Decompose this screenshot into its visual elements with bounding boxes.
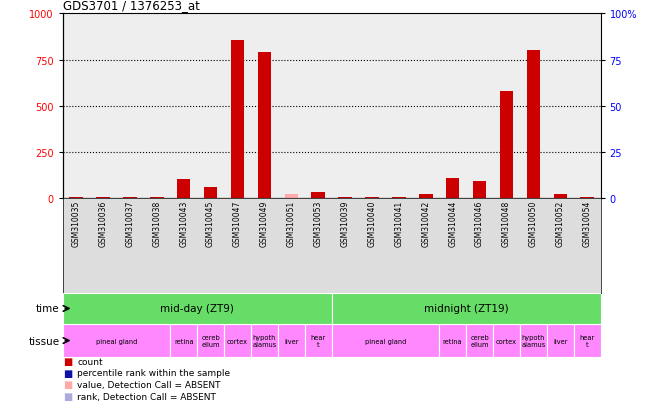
Text: cortex: cortex [227, 338, 248, 344]
Bar [224, 324, 251, 357]
Text: GSM310048: GSM310048 [502, 200, 511, 246]
Bar [63, 324, 170, 357]
Bar [251, 324, 278, 357]
Text: ■: ■ [63, 380, 72, 389]
Bar [63, 293, 331, 324]
Text: mid-day (ZT9): mid-day (ZT9) [160, 304, 234, 314]
Text: GSM310044: GSM310044 [448, 200, 457, 247]
Bar [546, 324, 574, 357]
Text: GSM310040: GSM310040 [368, 200, 376, 247]
Text: ■: ■ [63, 391, 72, 401]
Bar [177, 180, 191, 198]
Text: hypoth
alamus: hypoth alamus [252, 334, 277, 347]
Text: GSM310050: GSM310050 [529, 200, 538, 247]
Text: GSM310037: GSM310037 [125, 200, 135, 247]
Bar [446, 179, 459, 198]
Text: hypoth
alamus: hypoth alamus [521, 334, 545, 347]
Text: GSM310054: GSM310054 [583, 200, 591, 247]
Bar [204, 187, 217, 198]
Text: retina: retina [174, 338, 193, 344]
Text: tissue: tissue [28, 336, 59, 346]
Text: hear
t: hear t [579, 334, 595, 347]
Text: GSM310046: GSM310046 [475, 200, 484, 247]
Text: percentile rank within the sample: percentile rank within the sample [77, 368, 230, 377]
Bar [493, 324, 520, 357]
Bar [466, 324, 493, 357]
Text: GSM310053: GSM310053 [314, 200, 323, 247]
Bar [339, 197, 352, 198]
Bar [574, 324, 601, 357]
Bar [305, 324, 331, 357]
Bar [392, 197, 406, 198]
Bar [500, 92, 513, 198]
Text: cortex: cortex [496, 338, 517, 344]
Text: retina: retina [443, 338, 463, 344]
Bar [312, 193, 325, 198]
Text: cereb
ellum: cereb ellum [201, 334, 220, 347]
Bar [331, 293, 601, 324]
Bar [473, 182, 486, 198]
Bar [96, 197, 110, 198]
Bar [365, 197, 379, 198]
Text: pineal gland: pineal gland [365, 338, 406, 344]
Text: hear
t: hear t [311, 334, 326, 347]
Bar [170, 324, 197, 357]
Text: GSM310041: GSM310041 [395, 200, 403, 246]
Text: ■: ■ [63, 368, 72, 378]
Text: pineal gland: pineal gland [96, 338, 137, 344]
Text: GSM310038: GSM310038 [152, 200, 161, 246]
Text: GSM310035: GSM310035 [72, 200, 81, 247]
Text: value, Detection Call = ABSENT: value, Detection Call = ABSENT [77, 380, 220, 389]
Text: GSM310043: GSM310043 [180, 200, 188, 247]
Text: cereb
ellum: cereb ellum [470, 334, 489, 347]
Text: GSM310036: GSM310036 [98, 200, 108, 247]
Bar [257, 53, 271, 198]
Bar [69, 197, 83, 198]
Text: midnight (ZT19): midnight (ZT19) [424, 304, 508, 314]
Text: ■: ■ [63, 356, 72, 366]
Text: GSM310052: GSM310052 [556, 200, 565, 246]
Text: time: time [36, 304, 59, 314]
Text: GSM310047: GSM310047 [233, 200, 242, 247]
Bar [554, 195, 567, 198]
Bar [278, 324, 305, 357]
Bar [331, 324, 440, 357]
Bar [284, 195, 298, 198]
Text: GSM310045: GSM310045 [206, 200, 215, 247]
Text: count: count [77, 357, 103, 366]
Bar [419, 195, 432, 198]
Bar [123, 197, 137, 198]
Text: liver: liver [553, 338, 568, 344]
Text: GDS3701 / 1376253_at: GDS3701 / 1376253_at [63, 0, 199, 12]
Bar [150, 197, 164, 198]
Bar [580, 197, 594, 198]
Text: liver: liver [284, 338, 298, 344]
Text: rank, Detection Call = ABSENT: rank, Detection Call = ABSENT [77, 392, 216, 401]
Bar [440, 324, 466, 357]
Text: GSM310049: GSM310049 [260, 200, 269, 247]
Text: GSM310051: GSM310051 [287, 200, 296, 246]
Bar [527, 51, 540, 198]
Text: GSM310039: GSM310039 [341, 200, 350, 247]
Text: GSM310042: GSM310042 [421, 200, 430, 246]
Bar [197, 324, 224, 357]
Bar [520, 324, 546, 357]
Bar [231, 41, 244, 198]
